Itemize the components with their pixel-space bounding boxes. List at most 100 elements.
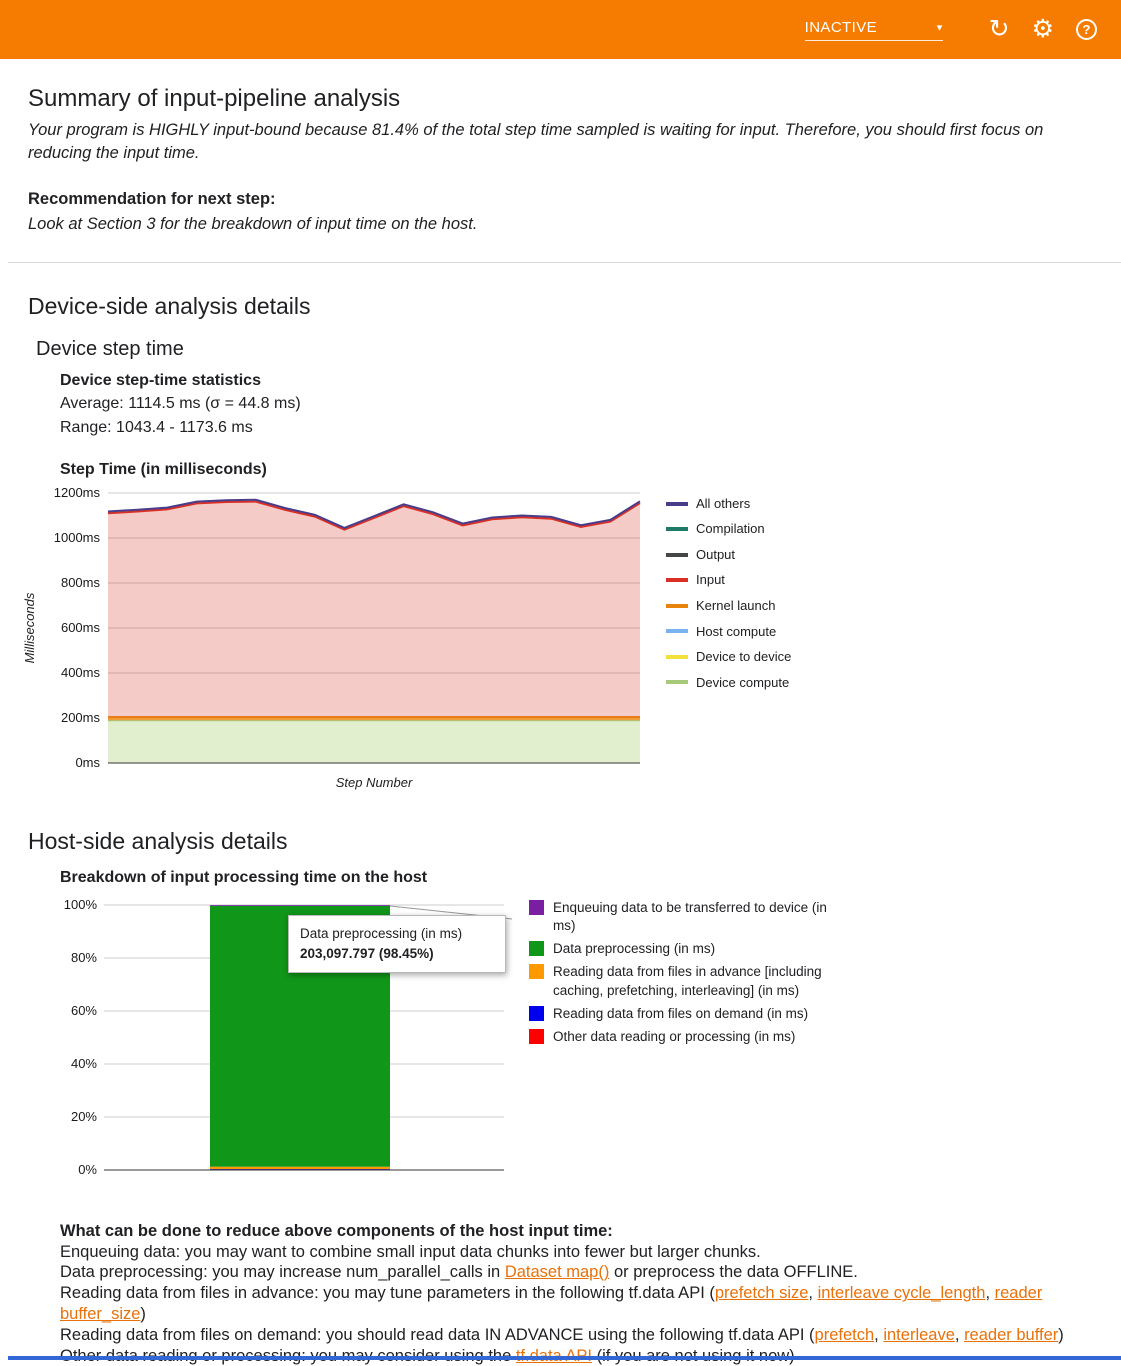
legend-label: Enqueuing data to be transferred to devi… bbox=[553, 899, 827, 934]
tips-heading: What can be done to reduce above compone… bbox=[60, 1221, 613, 1240]
step-chart-area: 0ms 200ms 400ms 600ms 800ms 1000ms 1200ms Step … bbox=[20, 481, 1121, 798]
tip-line-advance: Reading data from files in advance: you … bbox=[60, 1283, 1065, 1325]
legend-item: Data preprocessing (in ms) bbox=[529, 940, 838, 958]
legend-swatch bbox=[529, 899, 544, 915]
legend-label: Device to device bbox=[696, 649, 792, 665]
legend-swatch bbox=[529, 1005, 544, 1021]
tip-text: ) bbox=[140, 1304, 146, 1323]
legend-item: Host compute bbox=[666, 623, 791, 641]
svg-text:80%: 80% bbox=[71, 950, 97, 965]
legend-label: Input bbox=[696, 572, 725, 588]
tip-text: Data preprocessing: you may increase num… bbox=[60, 1263, 505, 1282]
svg-text:Milliseconds: Milliseconds bbox=[22, 592, 37, 663]
legend-item: Other data reading or processing (in ms) bbox=[529, 1028, 838, 1046]
legend-label: Other data reading or processing (in ms) bbox=[553, 1029, 796, 1045]
svg-text:1000ms: 1000ms bbox=[54, 530, 101, 545]
tip-line-enqueuing: Enqueuing data: you may want to combine … bbox=[60, 1242, 1065, 1263]
tip-text: , bbox=[874, 1325, 884, 1344]
legend-item: Device compute bbox=[666, 674, 791, 692]
device-step-time-title: Device step time bbox=[36, 338, 184, 361]
tip-line-other: Other data reading or processing: you ma… bbox=[60, 1346, 1065, 1366]
legend-item: All others bbox=[666, 495, 791, 513]
tip-text: , bbox=[808, 1284, 818, 1303]
tooltip-label: Data preprocessing (in ms) bbox=[300, 925, 463, 941]
host-chart-legend: Enqueuing data to be transferred to devi… bbox=[529, 899, 838, 1052]
svg-text:60%: 60% bbox=[71, 1003, 97, 1018]
legend-label: Device compute bbox=[696, 674, 790, 690]
legend-item: Input bbox=[666, 571, 791, 589]
legend-swatch bbox=[666, 578, 688, 583]
svg-text:20%: 20% bbox=[71, 1109, 97, 1124]
tip-text: (if you are not using it now) bbox=[592, 1347, 795, 1365]
legend-swatch bbox=[666, 527, 688, 532]
legend-label: Reading data from files in advance [incl… bbox=[553, 964, 822, 998]
legend-label: All others bbox=[696, 495, 751, 511]
tip-text: ) bbox=[1058, 1325, 1064, 1344]
tip-text: , bbox=[954, 1325, 965, 1344]
tip-link[interactable]: tf.data API bbox=[516, 1347, 592, 1365]
svg-text:0%: 0% bbox=[78, 1162, 97, 1177]
recommendation-text: Look at Section 3 for the breakdown of i… bbox=[28, 214, 478, 233]
legend-label: Kernel launch bbox=[696, 598, 776, 614]
svg-text:1200ms: 1200ms bbox=[54, 485, 101, 500]
legend-item: Enqueuing data to be transferred to devi… bbox=[529, 899, 838, 935]
device-section-title: Device-side analysis details bbox=[28, 293, 311, 320]
chevron-down-icon: ▾ bbox=[936, 21, 943, 34]
app-header: INACTIVE ▾ ↻ ⚙ ? bbox=[0, 0, 1121, 59]
help-icon[interactable]: ? bbox=[1076, 19, 1097, 40]
tip-link[interactable]: interleave bbox=[883, 1325, 955, 1344]
tip-link[interactable]: reader buffer_size bbox=[60, 1284, 1043, 1323]
tip-link[interactable]: prefetch size bbox=[714, 1284, 809, 1303]
chart-tooltip: Data preprocessing (in ms) 203,097.797 (… bbox=[288, 914, 506, 974]
legend-swatch bbox=[666, 552, 688, 557]
svg-text:200ms: 200ms bbox=[61, 710, 101, 725]
tip-link[interactable]: prefetch bbox=[814, 1325, 875, 1344]
tip-link[interactable]: reader buffer bbox=[964, 1325, 1059, 1344]
legend-label: Host compute bbox=[696, 623, 777, 639]
tooltip-value: 203,097.797 (98.45%) bbox=[300, 946, 434, 962]
legend-item: Reading data from files in advance [incl… bbox=[529, 963, 838, 999]
host-section: Host-side analysis details Breakdown of … bbox=[28, 828, 1121, 1366]
legend-swatch bbox=[666, 501, 688, 506]
host-chart-title: Breakdown of input processing time on th… bbox=[60, 868, 428, 886]
legend-swatch bbox=[529, 964, 544, 980]
step-chart-title: Step Time (in milliseconds) bbox=[60, 460, 267, 478]
host-bar-chart-wrap: 0% 20% 40% 60% 80% 100% Data preprocessing (i… bbox=[60, 893, 515, 1203]
tip-link[interactable]: interleave cycle_length bbox=[817, 1284, 986, 1303]
tip-line-on-demand: Reading data from files on demand: you s… bbox=[60, 1325, 1065, 1346]
svg-text:800ms: 800ms bbox=[61, 575, 101, 590]
tip-text: , bbox=[985, 1284, 995, 1303]
svg-text:0ms: 0ms bbox=[75, 755, 100, 770]
legend-item: Reading data from files on demand (in ms… bbox=[529, 1005, 838, 1023]
svg-text:40%: 40% bbox=[71, 1056, 97, 1071]
legend-label: Reading data from files on demand (in ms… bbox=[553, 1005, 809, 1021]
legend-item: Compilation bbox=[666, 520, 791, 538]
settings-gear-icon[interactable]: ⚙ bbox=[1031, 15, 1054, 43]
legend-label: Compilation bbox=[696, 521, 765, 537]
tip-text: Enqueuing data: you may want to combine … bbox=[60, 1242, 761, 1261]
tip-text: Other data reading or processing: you ma… bbox=[60, 1347, 516, 1365]
legend-swatch bbox=[666, 603, 688, 608]
step-time-chart: 0ms 200ms 400ms 600ms 800ms 1000ms 1200ms Step … bbox=[22, 485, 641, 790]
tip-line-preprocessing: Data preprocessing: you may increase num… bbox=[60, 1262, 1065, 1283]
next-section-divider bbox=[8, 1356, 1121, 1360]
run-status-dropdown[interactable]: INACTIVE ▾ bbox=[804, 19, 943, 41]
step-chart-legend: All others Compilation Output Input Kernel l… bbox=[666, 495, 791, 699]
legend-swatch bbox=[529, 941, 544, 957]
svg-text:400ms: 400ms bbox=[61, 665, 101, 680]
host-chart-area: 0% 20% 40% 60% 80% 100% Data preprocessing (i… bbox=[60, 893, 1121, 1203]
tip-text: Reading data from files in advance: you … bbox=[60, 1284, 715, 1303]
tip-text: Reading data from files on demand: you s… bbox=[60, 1325, 815, 1344]
svg-text:Step Number: Step Number bbox=[336, 775, 413, 790]
legend-label: Output bbox=[696, 546, 736, 562]
tip-link[interactable]: Dataset map() bbox=[504, 1263, 610, 1282]
svg-text:600ms: 600ms bbox=[61, 620, 101, 635]
summary-title: Summary of input-pipeline analysis bbox=[28, 85, 401, 112]
legend-item: Output bbox=[666, 546, 791, 564]
section-divider bbox=[8, 262, 1121, 264]
stats-average: Average: 1114.5 ms (σ = 44.8 ms) bbox=[60, 395, 301, 413]
summary-section: Summary of input-pipeline analysis Your … bbox=[28, 85, 1121, 236]
legend-swatch bbox=[529, 1029, 544, 1045]
svg-text:100%: 100% bbox=[64, 897, 98, 912]
refresh-icon[interactable]: ↻ bbox=[988, 15, 1010, 43]
